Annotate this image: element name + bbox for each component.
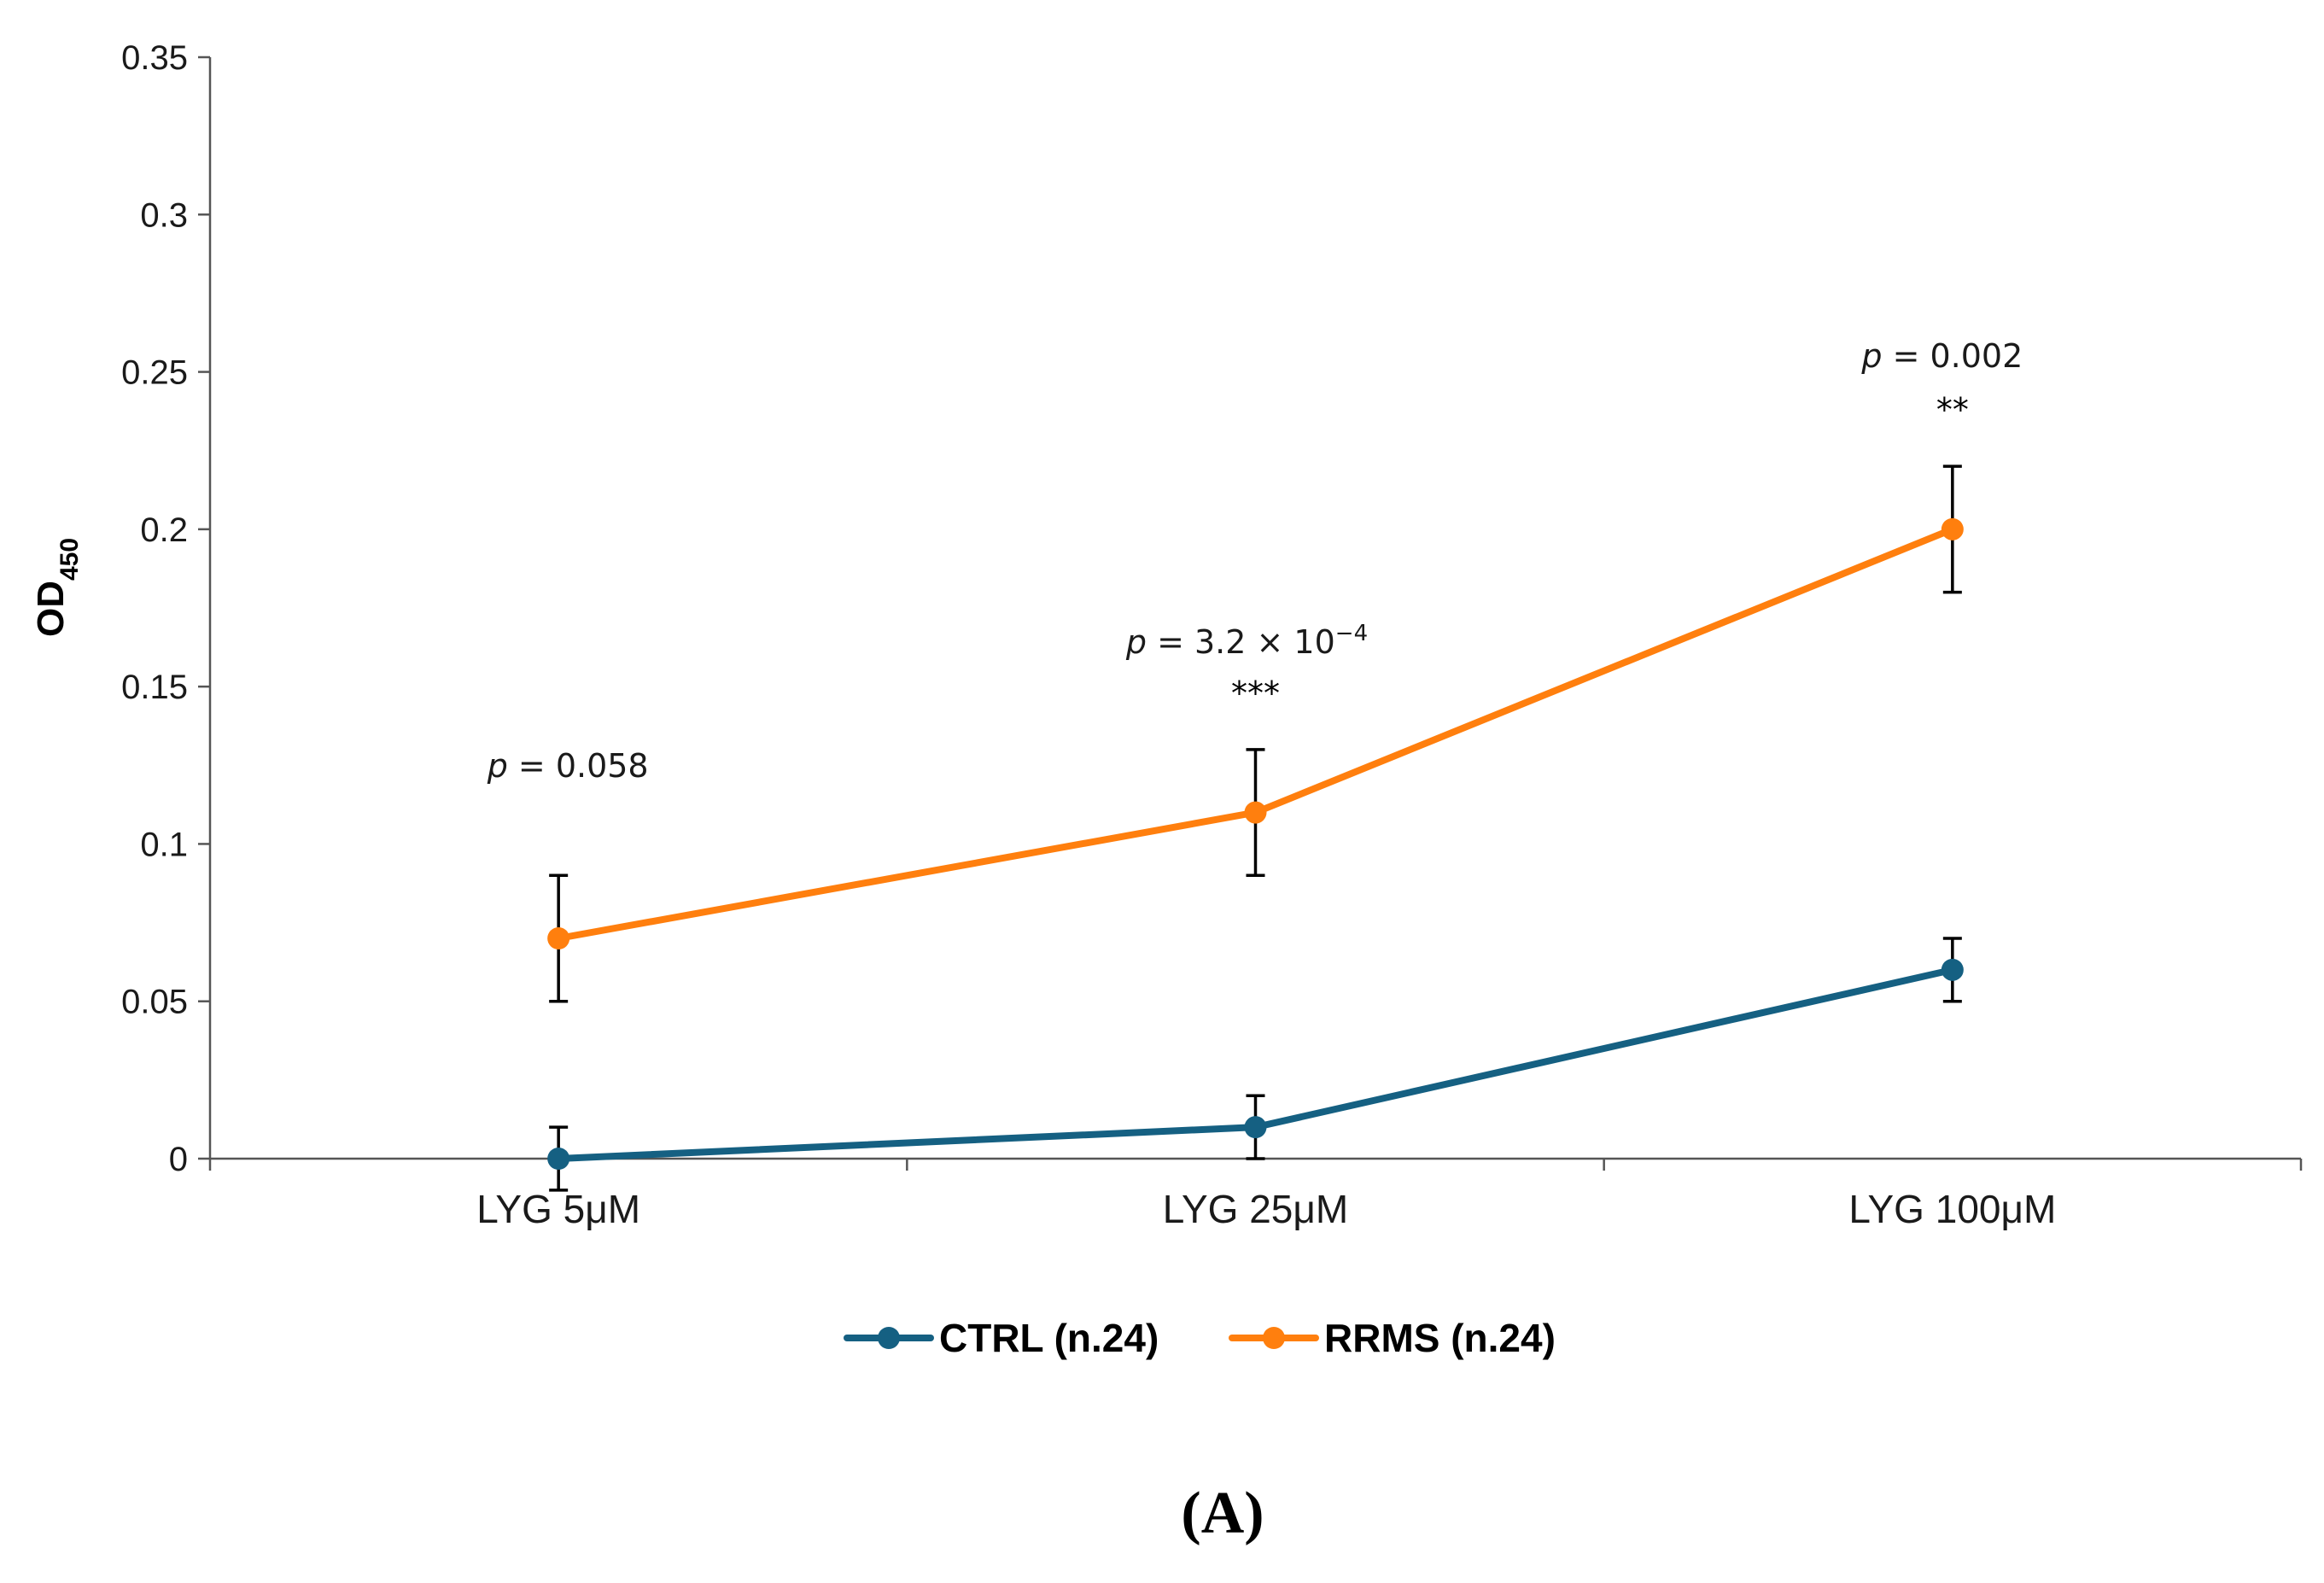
axes: 0 0.05 0.1 0.15 0.2 0.25 0.3 0.35 LYG 5μM LYG 25μ…: [121, 39, 2303, 1231]
legend-item-2: RRMS (n.24): [1229, 1316, 1556, 1360]
y-tick-label: 0.1: [140, 826, 188, 863]
p-value-label: p = 0.002: [1860, 337, 2023, 375]
y-tick-label: 0.25: [121, 354, 188, 392]
legend-marker: [878, 1327, 900, 1349]
x-tick-label: LYG 100μM: [1848, 1187, 2056, 1231]
p-value-label: p = 0.058: [487, 747, 649, 785]
x-tick-label: LYG 5μM: [476, 1187, 640, 1231]
significance-stars: ***: [1231, 675, 1280, 712]
data-point: [1244, 1116, 1267, 1139]
y-axis-label: OD450: [30, 538, 84, 637]
series-line: [555, 525, 1956, 942]
p-symbol: p: [1860, 337, 1882, 375]
series-2: [547, 464, 1964, 1003]
y-tick-label: 0.35: [121, 39, 188, 77]
p-symbol: p: [1125, 623, 1147, 661]
series-1: [547, 937, 1964, 1192]
y-tick-label: 0.15: [121, 669, 188, 706]
legend-label: RRMS (n.24): [1324, 1316, 1556, 1360]
data-point: [547, 927, 570, 949]
x-tick-label: LYG 25μM: [1163, 1187, 1348, 1231]
data-point: [547, 1148, 570, 1170]
legend: CTRL (n.24) RRMS (n.24): [844, 1316, 1556, 1360]
y-tick-label: 0.3: [140, 196, 188, 234]
panel-label: (A): [1181, 1481, 1264, 1546]
p-exponent: −4: [1335, 621, 1368, 646]
p-value: = 0.058: [508, 747, 649, 785]
p-value: = 3.2 × 10: [1147, 623, 1335, 661]
p-value-label: p = 3.2 × 10−4: [1125, 621, 1368, 661]
y-tick-label: 0.05: [121, 984, 188, 1021]
p-value: = 0.002: [1882, 337, 2023, 375]
legend-marker: [1263, 1327, 1285, 1349]
legend-label: CTRL (n.24): [939, 1316, 1159, 1360]
data-point: [1244, 801, 1267, 824]
y-tick-label: 0: [169, 1141, 188, 1178]
series-layer: [547, 464, 1964, 1192]
data-point: [1941, 517, 1964, 540]
legend-item-1: CTRL (n.24): [844, 1316, 1159, 1360]
y-tick-label: 0.2: [140, 511, 188, 549]
p-symbol: p: [487, 747, 508, 785]
data-point: [1941, 958, 1964, 981]
significance-stars: **: [1936, 391, 1969, 429]
